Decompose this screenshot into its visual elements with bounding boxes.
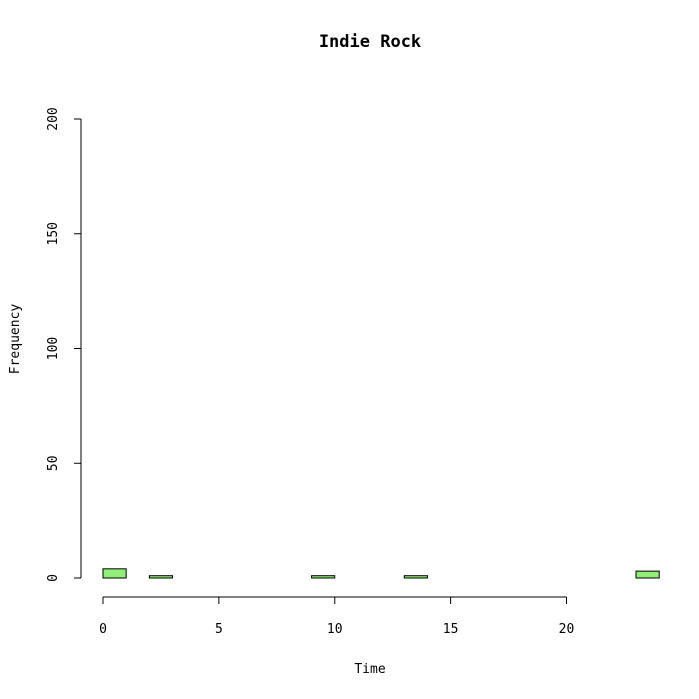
x-axis-label: Time: [354, 662, 385, 677]
y-tick-label: 100: [46, 337, 61, 360]
bars-group: [102, 568, 660, 579]
x-axis: 0 5 10 15 20: [99, 596, 575, 637]
histogram-bar: [311, 575, 336, 579]
histogram-bar: [148, 575, 174, 579]
x-tick-label: 5: [215, 622, 223, 637]
y-axis-label: Frequency: [8, 304, 23, 375]
y-tick-label: 150: [46, 222, 61, 245]
histogram-bar: [403, 575, 428, 579]
y-tick-label: 50: [46, 455, 61, 471]
histogram-bar: [635, 570, 660, 579]
histogram-bar: [102, 568, 127, 579]
chart-title: Indie Rock: [319, 32, 421, 52]
x-tick-label: 15: [443, 622, 459, 637]
y-tick-label: 0: [46, 574, 61, 582]
x-tick-label: 20: [559, 622, 575, 637]
x-tick-label: 0: [99, 622, 107, 637]
y-axis: 0 50 100 150 200: [46, 107, 82, 582]
y-tick-label: 200: [46, 107, 61, 130]
x-tick-label: 10: [327, 622, 343, 637]
